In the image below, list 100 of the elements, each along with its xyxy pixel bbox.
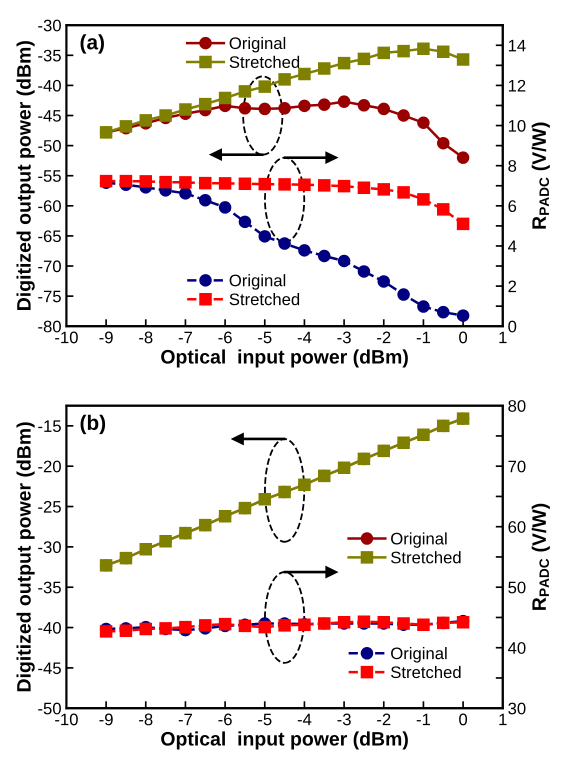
point — [278, 73, 291, 86]
x-tick-label: -2 — [377, 332, 390, 344]
y-tick-label: -50 — [38, 140, 61, 152]
y-tick-label: -80 — [38, 320, 61, 332]
y-tick-label: -30 — [38, 20, 61, 32]
y-axis-title: Digitized output power (dBm) — [16, 41, 35, 310]
y2-tick-label: 50 — [508, 582, 526, 594]
point — [199, 619, 212, 632]
legend-label: Stretched — [391, 666, 461, 678]
legend-label: Original — [391, 647, 447, 663]
point — [437, 306, 450, 318]
y-tick-label: -40 — [38, 80, 61, 92]
point — [417, 42, 430, 55]
point — [358, 182, 370, 194]
x-tick-label: -6 — [218, 714, 232, 726]
point — [100, 625, 112, 638]
y2-tick-label: 70 — [508, 460, 526, 472]
y2-tick-label: 8 — [508, 160, 516, 172]
point — [238, 102, 252, 115]
x-tick-label: -3 — [337, 332, 351, 344]
y2-axis-title: R$_{PADC}$ (V/W) — [532, 504, 550, 610]
annotation: (b) — [80, 414, 106, 434]
y2-tick-label: 40 — [508, 642, 526, 654]
point — [397, 109, 410, 122]
legend-label: Original — [391, 532, 447, 548]
point — [278, 178, 291, 191]
y-axis-title: Digitized output power (dBm) — [16, 422, 35, 692]
point — [218, 177, 232, 190]
x-tick-label: -7 — [178, 332, 192, 344]
y2-tick-label: 10 — [508, 120, 526, 132]
legend-label: Stretched — [230, 293, 300, 306]
point — [159, 176, 172, 188]
point — [417, 116, 430, 129]
point — [140, 175, 152, 188]
x-tick-label: -10 — [55, 714, 78, 726]
y-tick-label: -50 — [38, 702, 61, 714]
x-tick-label: -8 — [139, 714, 152, 726]
point — [140, 114, 152, 127]
point — [258, 102, 272, 116]
x-axis-title: Optical input power (dBm) — [161, 349, 408, 368]
y-tick-label: -45 — [38, 662, 61, 674]
point — [179, 187, 192, 200]
point — [378, 275, 390, 288]
point — [218, 201, 232, 214]
x-tick-label: -10 — [55, 332, 78, 344]
point — [397, 288, 410, 301]
y2-tick-label: 60 — [508, 521, 526, 533]
point — [338, 95, 350, 108]
x-tick-label: -5 — [258, 332, 272, 344]
y-tick-label: -70 — [38, 260, 61, 272]
y2-axis-title: R$_{PADC}$ (V/W) — [532, 122, 550, 229]
point — [456, 309, 470, 322]
x-tick-label: -4 — [298, 332, 312, 344]
point — [378, 46, 390, 60]
point — [298, 100, 311, 112]
point — [120, 174, 132, 188]
point — [199, 176, 212, 190]
x-tick-label: -1 — [416, 714, 430, 726]
y-tick-label: -75 — [38, 290, 61, 302]
point — [437, 45, 450, 58]
y2-tick-label: 12 — [508, 80, 526, 92]
point — [318, 62, 331, 75]
y2-tick-label: 4 — [508, 240, 516, 252]
point — [179, 176, 192, 189]
y-tick-label: -35 — [38, 50, 61, 62]
point — [298, 178, 311, 191]
x-tick-label: -1 — [416, 332, 430, 344]
point — [378, 102, 390, 116]
x-tick-label: 1 — [499, 714, 507, 726]
y-tick-label: -20 — [38, 460, 61, 472]
point — [456, 53, 470, 66]
x-tick-label: -7 — [178, 714, 192, 726]
y2-tick-label: 2 — [508, 280, 516, 292]
x-tick-label: 0 — [459, 714, 468, 726]
y-tick-label: -55 — [38, 170, 61, 182]
point — [358, 265, 370, 278]
legend-label: Stretched — [230, 56, 300, 68]
y-tick-label: -45 — [38, 110, 61, 122]
x-tick-label: -6 — [218, 332, 232, 344]
point — [120, 624, 132, 638]
point — [417, 300, 430, 313]
y-tick-label: -30 — [38, 541, 61, 554]
annotation: (a) — [80, 34, 104, 54]
x-tick-label: -8 — [139, 332, 152, 344]
point — [258, 230, 272, 243]
x-tick-label: 0 — [459, 332, 468, 344]
point — [179, 103, 192, 116]
y-tick-label: -15 — [38, 420, 61, 432]
x-axis-title: Optical input power (dBm) — [161, 731, 408, 750]
x-tick-label: -9 — [99, 332, 113, 344]
point — [437, 136, 450, 150]
point — [258, 178, 272, 190]
x-tick-label: 1 — [499, 332, 507, 344]
point — [456, 151, 470, 164]
point — [397, 44, 410, 58]
point — [179, 620, 192, 634]
point — [238, 216, 252, 228]
point — [358, 52, 370, 66]
point — [417, 193, 430, 206]
point — [238, 85, 252, 98]
